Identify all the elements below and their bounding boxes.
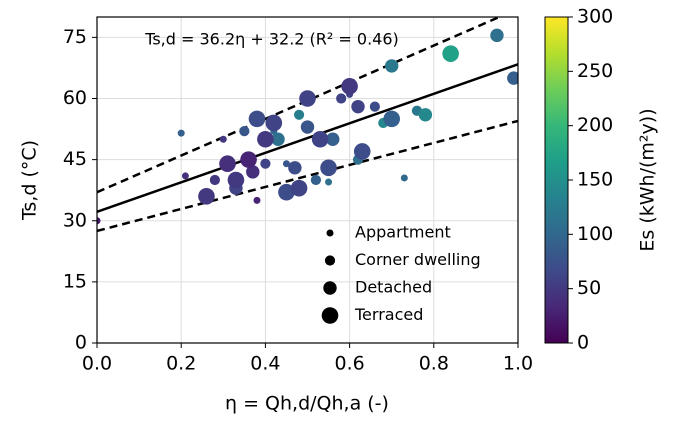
point — [383, 110, 401, 128]
colorbar-tick-label: 300 — [577, 6, 613, 28]
point — [293, 109, 305, 120]
colorbar — [544, 16, 569, 344]
x-tick-label: 0.2 — [166, 353, 196, 375]
colorbar-tick-label: 150 — [577, 169, 613, 191]
point — [219, 135, 227, 143]
point — [311, 130, 329, 148]
legend-label: Detached — [355, 278, 432, 297]
grid — [96, 17, 519, 344]
point — [282, 160, 290, 168]
point — [418, 108, 433, 122]
legend-marker — [326, 229, 334, 237]
point — [209, 174, 220, 186]
legend-label: Corner dwelling — [355, 250, 481, 269]
point — [300, 120, 315, 134]
colorbar-tick-label: 100 — [577, 223, 613, 245]
colorbar-tick-label: 200 — [577, 114, 613, 136]
x-tick-label: 0.6 — [334, 353, 364, 375]
point — [227, 171, 245, 189]
point — [246, 165, 260, 179]
point — [240, 151, 257, 168]
legend-marker — [323, 281, 337, 295]
point — [400, 174, 408, 182]
point — [288, 161, 302, 175]
point — [385, 59, 399, 73]
fit-line — [97, 119, 518, 233]
legend-label: Terraced — [354, 305, 423, 324]
x-tick-label: 0.8 — [419, 353, 449, 375]
point — [248, 110, 266, 128]
y-tick-label: 30 — [63, 209, 87, 231]
point — [326, 132, 340, 146]
y-tick-label: 45 — [63, 148, 87, 170]
point — [442, 45, 459, 62]
point — [265, 114, 283, 132]
point — [507, 71, 518, 85]
point — [490, 28, 504, 43]
x-tick-label: 0.4 — [250, 353, 280, 375]
point — [320, 159, 337, 177]
legend-marker — [324, 255, 336, 266]
colorbar-tick-label: 0 — [577, 332, 589, 354]
point — [181, 172, 189, 180]
point — [271, 132, 285, 146]
points — [97, 28, 518, 225]
y-tick-label: 0 — [75, 332, 87, 354]
point — [260, 158, 271, 169]
point — [369, 101, 380, 112]
legend: Appartment Corner dwelling Detached Terrace… — [321, 223, 481, 324]
legend-marker — [321, 307, 339, 324]
fit-line — [97, 17, 503, 194]
point — [290, 179, 308, 197]
colorbar-tick-label: 50 — [577, 277, 601, 299]
annotation: Ts,d = 36.2η + 32.2 (R² = 0.46) — [144, 30, 399, 49]
fit-lines — [97, 17, 518, 233]
point — [257, 130, 274, 148]
y-tick-label: 15 — [63, 270, 87, 292]
point — [310, 174, 322, 186]
point — [198, 188, 215, 205]
x-axis-label: η = Qh,d/Qh,a (-) — [225, 393, 389, 415]
y-tick-label: 60 — [63, 87, 87, 109]
point — [325, 178, 333, 186]
point — [341, 77, 358, 95]
point — [253, 196, 261, 204]
point — [177, 129, 185, 137]
point — [336, 93, 347, 104]
legend-label: Appartment — [355, 223, 451, 242]
fit-line — [97, 63, 518, 213]
point — [353, 143, 371, 160]
point — [219, 155, 236, 172]
y-axis-label: Ts,d (°C) — [19, 140, 41, 221]
point — [239, 126, 250, 137]
point — [278, 183, 295, 201]
x-tick-label: 0.0 — [82, 353, 112, 375]
point — [351, 99, 365, 114]
point — [97, 217, 101, 225]
x-tick-label: 1.0 — [503, 353, 533, 375]
colorbar-label: Es (kWh/(m²y)) — [637, 108, 659, 251]
y-tick-label: 75 — [63, 26, 87, 48]
point — [299, 90, 316, 107]
plot-frame — [96, 16, 519, 344]
colorbar-tick-label: 250 — [577, 60, 613, 82]
